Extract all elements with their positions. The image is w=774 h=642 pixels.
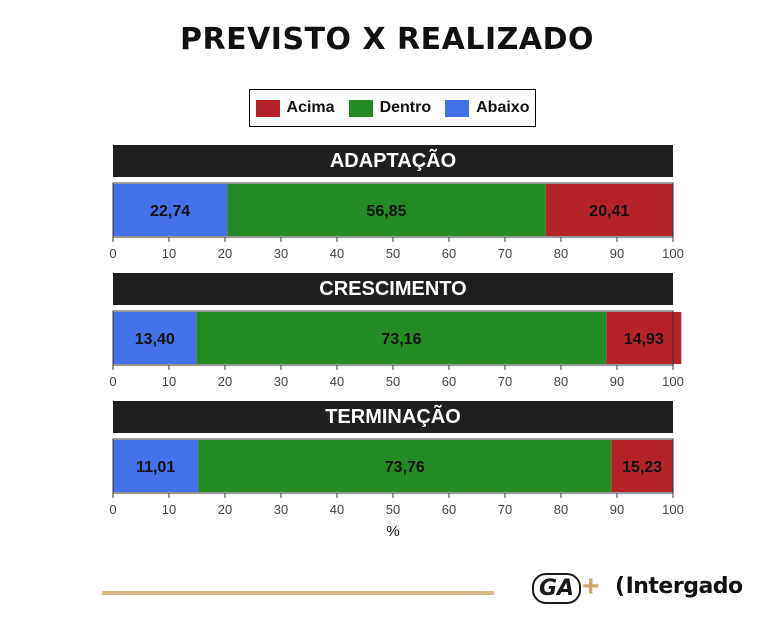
data-label-crescimento-acima: 14,93	[624, 331, 664, 348]
x-tick-label-crescimento-40: 40	[330, 374, 344, 389]
x-tick-label-terminacao-20: 20	[218, 502, 232, 517]
x-tick-label-crescimento-70: 70	[498, 374, 512, 389]
data-label-adaptacao-abaixo: 22,74	[150, 203, 190, 220]
x-tick-label-terminacao-80: 80	[554, 502, 568, 517]
legend-label-acima: Acima	[286, 99, 335, 116]
bar-adaptacao-dentro	[227, 184, 546, 236]
x-tick-label-crescimento-100: 100	[662, 374, 684, 389]
x-tick-label-crescimento-50: 50	[386, 374, 400, 389]
x-tick-label-adaptacao-0: 0	[109, 246, 116, 261]
x-tick-label-adaptacao-30: 30	[274, 246, 288, 261]
x-tick-label-terminacao-0: 0	[109, 502, 116, 517]
x-tick-label-adaptacao-50: 50	[386, 246, 400, 261]
x-tick-label-crescimento-80: 80	[554, 374, 568, 389]
ga-logo: GA	[532, 573, 582, 604]
x-tick-label-adaptacao-90: 90	[610, 246, 624, 261]
legend-item-dentro: Dentro	[348, 99, 432, 117]
legend-swatch-dentro	[348, 99, 373, 117]
bar-crescimento-abaixo	[113, 312, 197, 364]
bar-terminacao-dentro	[198, 440, 612, 492]
x-axis-label: %	[386, 523, 399, 540]
legend-label-dentro: Dentro	[379, 99, 432, 116]
intergado-logo-text: Intergado	[625, 574, 744, 599]
legend-swatch-abaixo	[445, 99, 470, 117]
x-tick-label-adaptacao-60: 60	[442, 246, 456, 261]
x-tick-label-adaptacao-70: 70	[498, 246, 512, 261]
x-tick-label-crescimento-20: 20	[218, 374, 232, 389]
legend-item-abaixo: Abaixo	[445, 99, 529, 117]
legend-label-abaixo: Abaixo	[476, 99, 530, 116]
x-tick-label-terminacao-50: 50	[386, 502, 400, 517]
x-tick-label-adaptacao-80: 80	[554, 246, 568, 261]
data-label-adaptacao-acima: 20,41	[589, 203, 629, 220]
x-tick-label-terminacao-30: 30	[274, 502, 288, 517]
x-tick-label-terminacao-60: 60	[442, 502, 456, 517]
bar-adaptacao-acima	[545, 184, 673, 236]
plus-sign: +	[582, 570, 600, 603]
bar-terminacao-abaixo	[113, 440, 199, 492]
panel-title-adaptacao: ADAPTAÇÃO	[113, 145, 673, 177]
data-label-terminacao-abaixo: 11,01	[136, 459, 175, 476]
panel-title-terminacao: TERMINAÇÃO	[113, 401, 673, 433]
bar-crescimento-dentro	[196, 312, 607, 364]
x-tick-label-crescimento-60: 60	[442, 374, 456, 389]
x-tick-label-terminacao-40: 40	[330, 502, 344, 517]
intergado-logo: (Intergado	[615, 574, 743, 599]
x-tick-label-terminacao-90: 90	[610, 502, 624, 517]
bar-crescimento-acima	[606, 312, 682, 364]
legend-item-acima: Acima	[255, 99, 335, 117]
x-tick-label-adaptacao-100: 100	[662, 246, 684, 261]
x-tick-label-crescimento-90: 90	[610, 374, 624, 389]
data-label-terminacao-acima: 15,23	[622, 459, 662, 476]
chart-title: PREVISTO X REALIZADO	[179, 22, 595, 57]
legend: Acima Dentro Abaixo	[249, 89, 536, 127]
x-tick-label-crescimento-10: 10	[162, 374, 176, 389]
x-tick-label-adaptacao-20: 20	[218, 246, 232, 261]
x-tick-label-crescimento-30: 30	[274, 374, 288, 389]
data-label-terminacao-dentro: 73,76	[385, 459, 425, 476]
x-tick-label-terminacao-100: 100	[662, 502, 684, 517]
x-tick-label-adaptacao-40: 40	[330, 246, 344, 261]
x-tick-label-terminacao-70: 70	[498, 502, 512, 517]
legend-swatch-acima	[255, 99, 280, 117]
x-tick-label-terminacao-10: 10	[162, 502, 176, 517]
data-label-crescimento-abaixo: 13,40	[135, 331, 175, 348]
x-tick-label-adaptacao-10: 10	[162, 246, 176, 261]
intergado-mark-icon: (	[615, 574, 625, 599]
footer-divider	[102, 591, 494, 595]
bar-terminacao-acima	[611, 440, 673, 492]
data-label-crescimento-dentro: 73,16	[381, 331, 421, 348]
bar-adaptacao-abaixo	[113, 184, 228, 236]
data-label-adaptacao-dentro: 56,85	[366, 203, 406, 220]
x-tick-label-crescimento-0: 0	[109, 374, 116, 389]
panel-title-crescimento: CRESCIMENTO	[113, 273, 673, 305]
